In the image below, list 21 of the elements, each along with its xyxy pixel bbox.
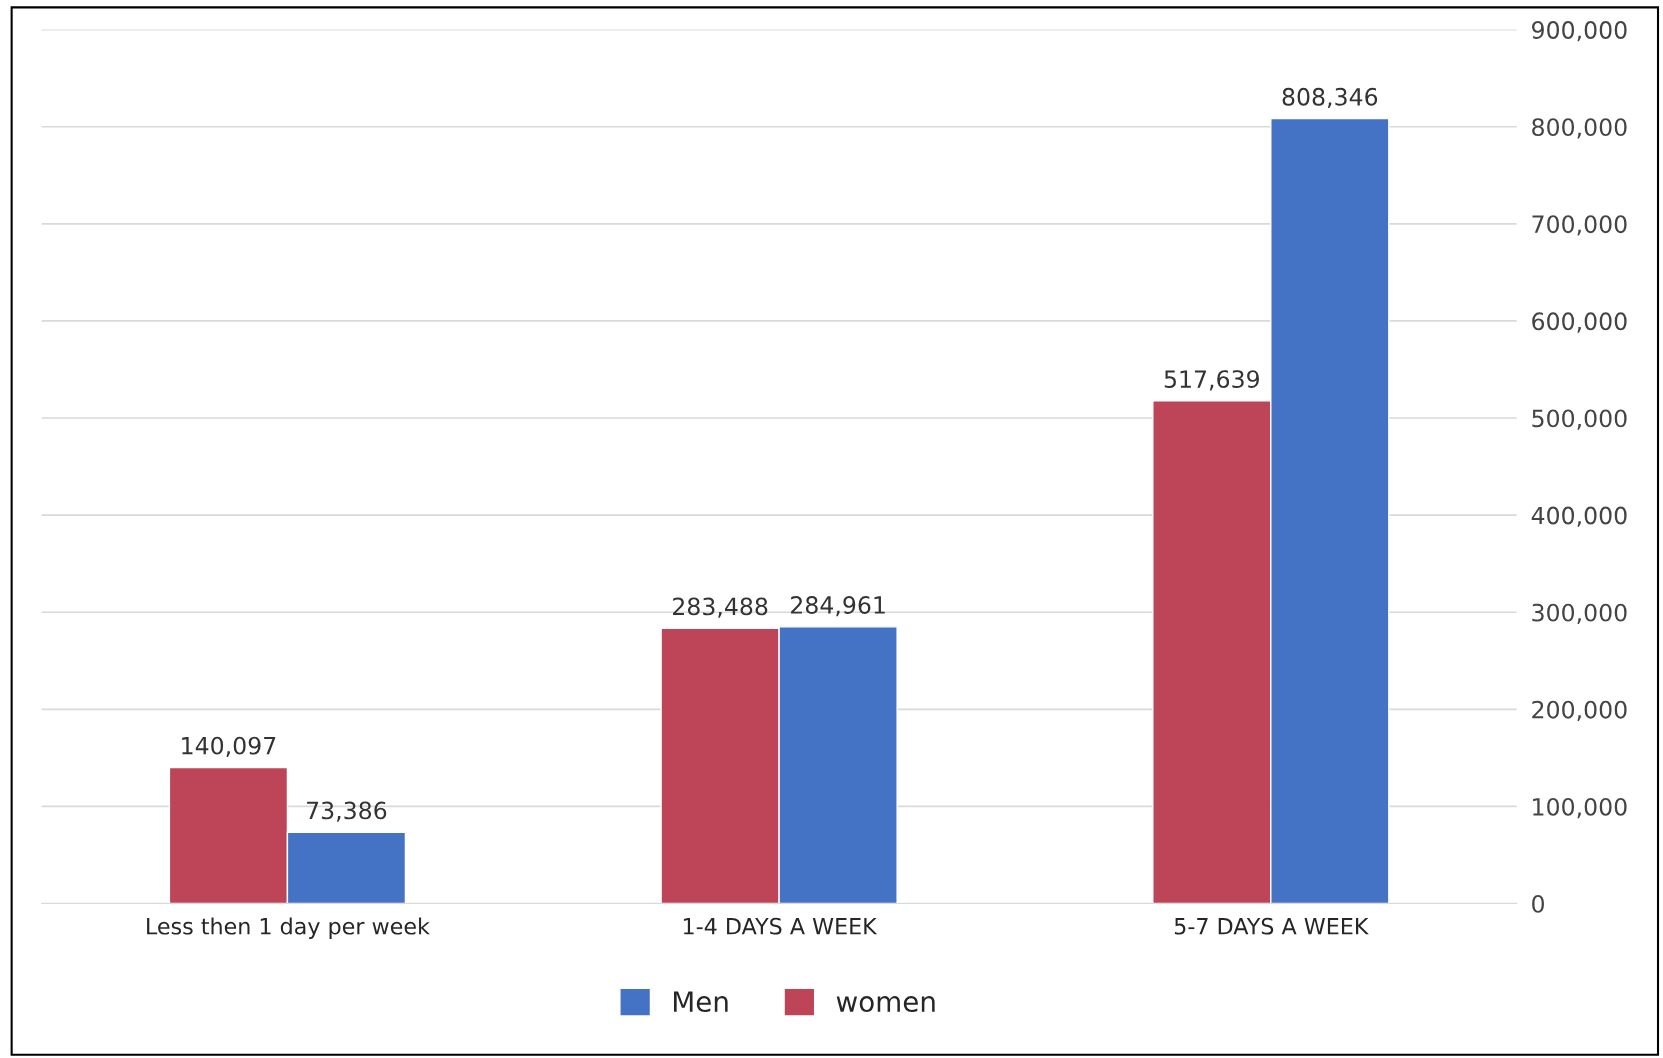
- data-label: 284,961: [791, 596, 885, 617]
- x-tick-label: 5-7 DAYS A WEEK: [1174, 917, 1369, 935]
- y-tick-label: 0: [1532, 894, 1544, 913]
- y-tick-label: 700,000: [1532, 215, 1627, 236]
- data-label: 808,346: [1282, 87, 1378, 109]
- y-tick-label: 400,000: [1531, 506, 1627, 527]
- y-tick-label: 900,000: [1532, 21, 1627, 42]
- y-tick-label: 200,000: [1532, 700, 1627, 722]
- x-tick-label: 1-4 DAYS A WEEK: [683, 917, 878, 935]
- data-label: 283,488: [673, 597, 768, 618]
- data-label: 140,097: [182, 736, 276, 757]
- y-tick-label: 500,000: [1532, 409, 1627, 430]
- x-tick-label: Less then 1 day per week: [147, 917, 430, 939]
- data-label: 517,639: [1164, 370, 1259, 391]
- y-tick-label: 800,000: [1532, 118, 1627, 139]
- legend-label: Men: [674, 991, 728, 1013]
- data-label: 73,386: [307, 801, 387, 822]
- legend-label: women: [836, 996, 935, 1013]
- y-tick-label: 100,000: [1533, 797, 1627, 819]
- y-tick-label: 300,000: [1532, 603, 1627, 624]
- y-tick-label: 600,000: [1532, 312, 1627, 333]
